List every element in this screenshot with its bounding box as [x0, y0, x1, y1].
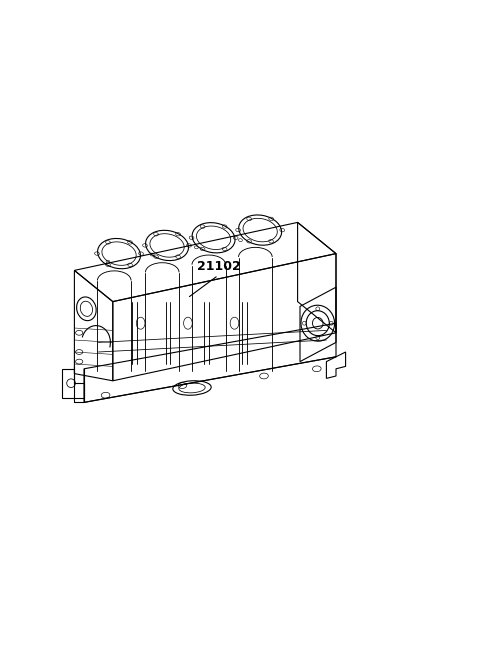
Text: 21102: 21102: [196, 260, 240, 273]
